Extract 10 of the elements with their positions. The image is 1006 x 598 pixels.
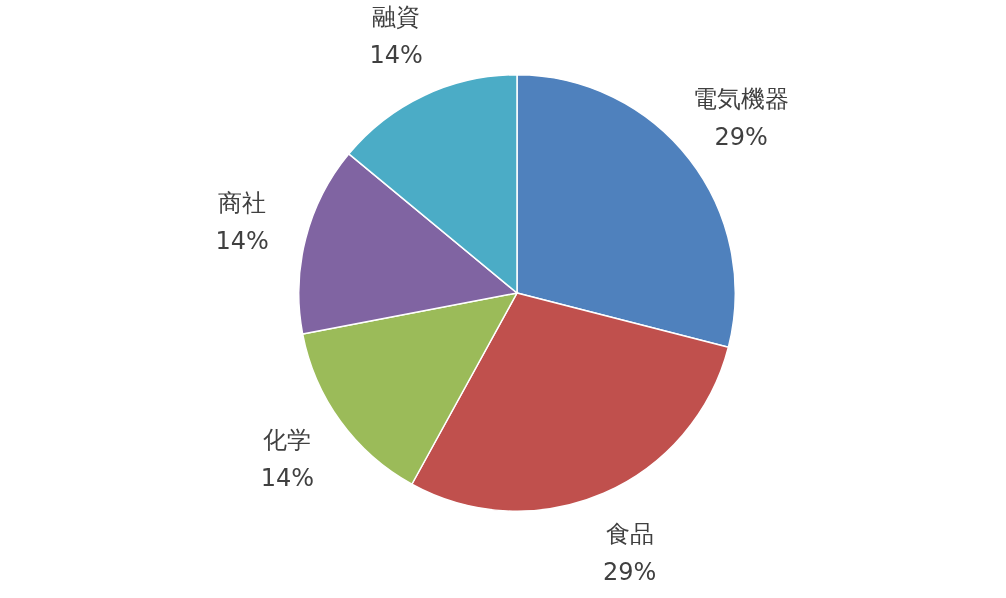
- slice-label: 電気機器: [693, 85, 790, 114]
- slice-label: 商社: [218, 188, 267, 217]
- slice-label: 化学: [263, 426, 312, 454]
- data-label: 14%: [369, 40, 423, 69]
- data-label: 14%: [260, 464, 315, 492]
- data-label: 29%: [714, 123, 768, 152]
- data-label: 29%: [603, 557, 657, 586]
- slice-label: 食品: [605, 519, 654, 548]
- data-label: 14%: [215, 226, 269, 255]
- slice-label: 融資: [372, 2, 421, 31]
